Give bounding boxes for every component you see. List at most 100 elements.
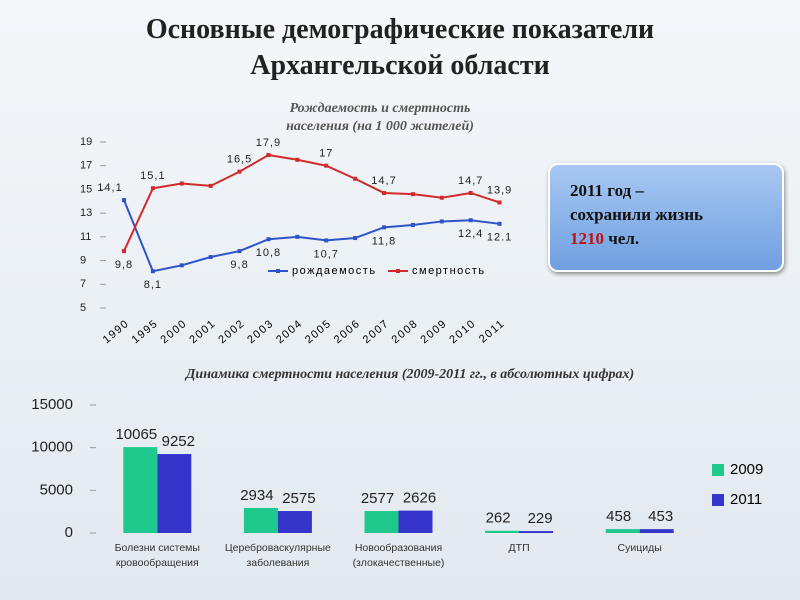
- bar: [157, 454, 192, 533]
- data-label: 14,7: [371, 175, 396, 187]
- point: [382, 190, 386, 195]
- y-tick-label: 5000: [40, 481, 73, 498]
- data-label: 13,9: [487, 184, 512, 196]
- point: [150, 269, 155, 274]
- bar: [485, 530, 520, 533]
- y-tick-label: 10000: [31, 439, 73, 456]
- x-tick-label: 2011: [477, 317, 507, 345]
- point: [237, 169, 242, 174]
- bar: [519, 531, 554, 533]
- point: [324, 238, 329, 243]
- bar: [364, 511, 399, 533]
- x-tick-label: 2003: [245, 317, 276, 346]
- data-label: 17: [319, 148, 333, 160]
- y-tick-label: 19: [80, 136, 92, 148]
- x-tick-label: 2008: [390, 317, 421, 346]
- point: [497, 200, 502, 205]
- y-tick-label: 0: [65, 524, 73, 541]
- line: [123, 199, 500, 273]
- point: [208, 183, 213, 188]
- data-label: 10,7: [314, 248, 339, 260]
- legend-label: рождаемость: [292, 265, 377, 277]
- x-tick-label: ДТП: [508, 542, 530, 554]
- bar: [398, 510, 433, 533]
- y-tick-label: 13: [80, 207, 92, 219]
- y-tick-label: 7: [80, 278, 86, 290]
- point: [208, 255, 213, 260]
- y-tick-label: 17: [80, 160, 92, 172]
- point: [266, 153, 271, 158]
- legend-label: 2011: [730, 491, 762, 508]
- callout: 2011 год – сохранили жизнь 1210 чел.: [548, 163, 784, 272]
- slide-title: Основные демографические показатели Арха…: [145, 14, 655, 81]
- legend-swatch: [712, 494, 724, 506]
- x-tick-label: 2005: [303, 317, 334, 346]
- legend-swatch: [712, 464, 724, 476]
- data-label: 17,9: [256, 137, 281, 149]
- data-label: 15,1: [140, 170, 165, 182]
- y-tick-label: 9: [80, 254, 86, 266]
- data-label: 10065: [115, 426, 157, 443]
- chart-title: Динамика смертности населения (2009-2011…: [185, 367, 635, 382]
- x-tick-label: 2004: [274, 317, 305, 346]
- x-tick-label: 2006: [332, 317, 363, 346]
- point: [295, 234, 300, 239]
- point: [295, 157, 300, 162]
- x-tick-label: 1995: [130, 317, 161, 346]
- point: [497, 221, 502, 226]
- callout-unit: чел.: [608, 229, 640, 248]
- point: [122, 249, 126, 254]
- data-label: 458: [606, 508, 631, 525]
- point: [324, 163, 329, 168]
- y-tick-label: 15000: [31, 396, 73, 413]
- point: [179, 181, 184, 186]
- data-label: 12.1: [487, 232, 512, 244]
- x-tick-label: 2000: [159, 317, 190, 346]
- data-label: 2575: [282, 490, 315, 507]
- bar: [605, 529, 640, 533]
- point: [237, 249, 242, 254]
- y-tick-label: 11: [80, 231, 91, 243]
- data-label: 8,1: [144, 279, 162, 291]
- data-label: 2626: [403, 490, 436, 507]
- x-tick-label: Цереброваскулярные заболевания: [224, 542, 331, 569]
- point: [353, 236, 358, 241]
- point: [382, 225, 386, 230]
- x-tick-label: 2002: [216, 317, 247, 346]
- x-tick-label: 2001: [187, 317, 218, 346]
- legend-label: 2009: [730, 461, 763, 478]
- data-label: 262: [486, 510, 511, 527]
- point: [439, 219, 444, 224]
- data-label: 14,1: [97, 182, 122, 194]
- x-tick-label: 2010: [447, 317, 478, 346]
- x-tick-label: Новообразования (злокачественные): [352, 542, 445, 569]
- point: [150, 186, 155, 191]
- data-label: 10,8: [256, 247, 281, 259]
- y-tick-label: 15: [80, 183, 92, 195]
- point: [179, 263, 184, 268]
- callout-number: 1210: [570, 229, 604, 248]
- point: [122, 198, 126, 203]
- data-label: 9,8: [115, 259, 133, 271]
- data-label: 9,8: [230, 259, 248, 271]
- point: [353, 176, 358, 181]
- callout-text: 2011 год – сохранили жизнь: [570, 181, 703, 224]
- x-tick-label: Суициды: [617, 542, 662, 554]
- data-label: 11,8: [372, 235, 397, 247]
- data-label: 2934: [240, 487, 273, 504]
- point: [410, 192, 415, 197]
- data-label: 229: [528, 510, 553, 527]
- point: [410, 223, 415, 227]
- bar: [639, 529, 674, 533]
- x-tick-label: 1990: [101, 317, 132, 346]
- data-label: 453: [648, 508, 673, 525]
- bar: [277, 511, 312, 533]
- data-label: 9252: [162, 433, 195, 450]
- data-label: 2577: [361, 490, 394, 507]
- bar: [243, 507, 278, 533]
- x-tick-label: 2007: [361, 317, 392, 346]
- point: [439, 195, 444, 200]
- point: [468, 190, 473, 195]
